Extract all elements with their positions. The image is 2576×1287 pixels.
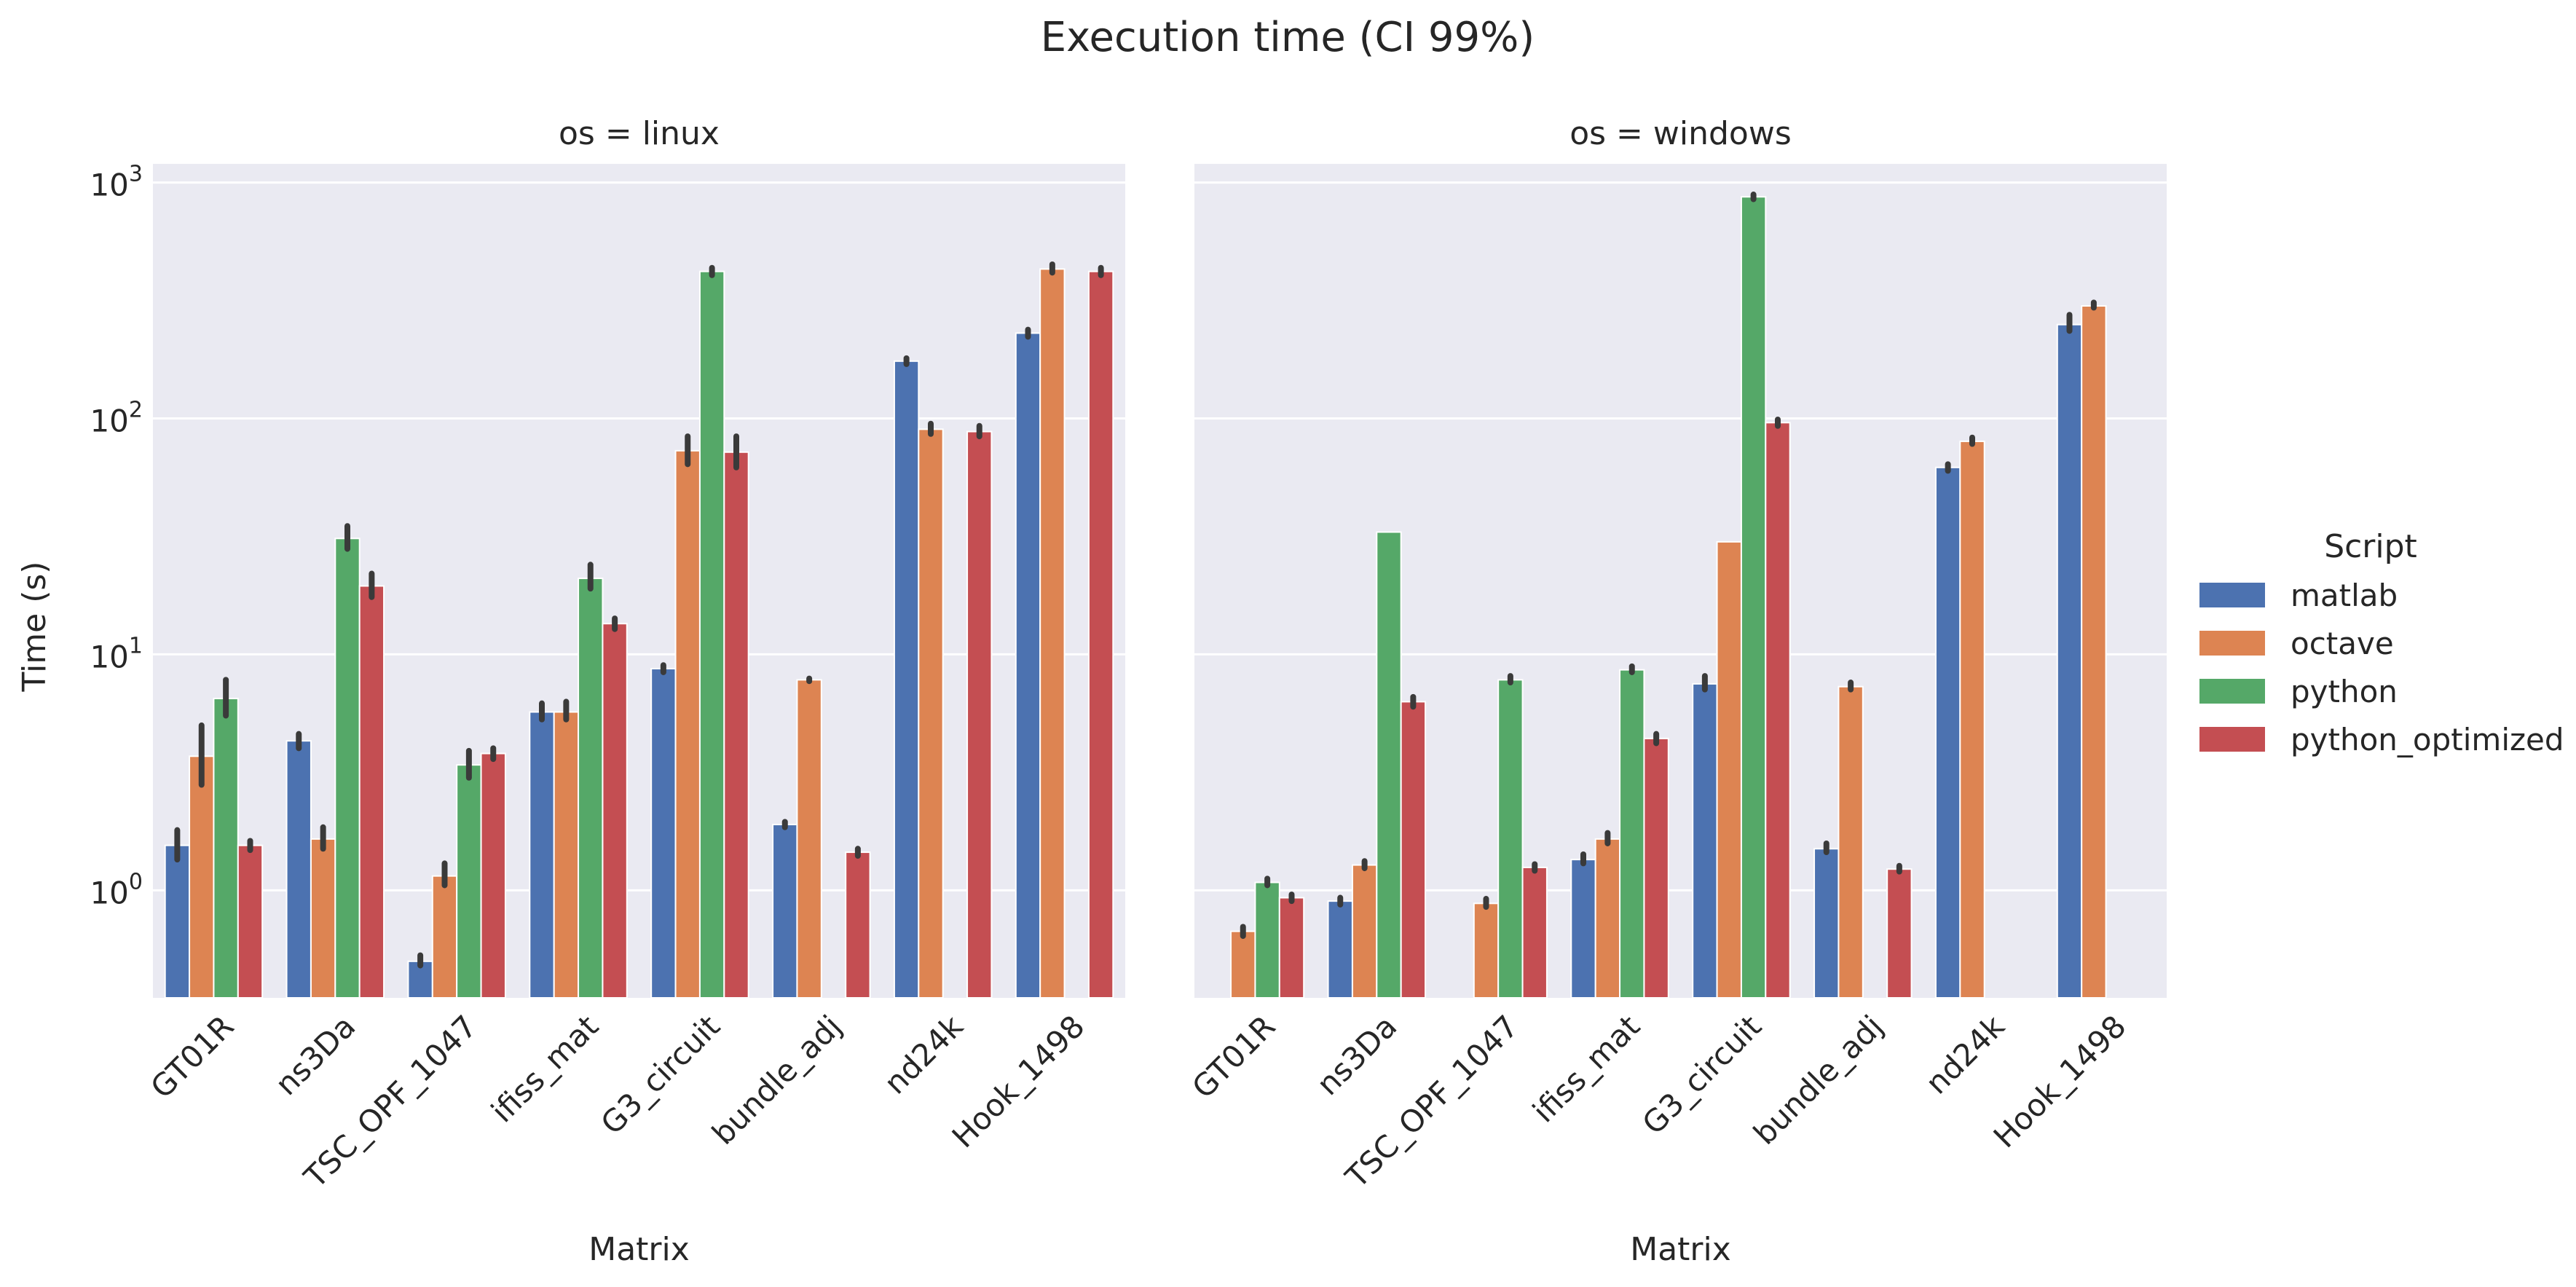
bar-python_optimized bbox=[237, 844, 264, 999]
bar-matlab bbox=[893, 360, 920, 999]
bar-python bbox=[578, 578, 604, 999]
bar-python_optimized bbox=[1278, 897, 1305, 999]
x-tick-label: ns3Da bbox=[1309, 1008, 1403, 1102]
bar-octave bbox=[310, 838, 336, 999]
bar-matlab bbox=[1813, 848, 1840, 999]
legend-swatch-octave bbox=[2199, 631, 2265, 656]
bar-octave bbox=[918, 428, 944, 999]
bar-python_optimized bbox=[602, 623, 628, 999]
x-tick-label: GT01R bbox=[1185, 1008, 1282, 1105]
bar-octave bbox=[2081, 305, 2107, 999]
y-tick-label: 100 bbox=[90, 869, 143, 910]
bar-python_optimized bbox=[845, 851, 871, 999]
bar-python bbox=[1254, 881, 1280, 999]
bar-octave bbox=[1716, 540, 1742, 999]
bar-python_optimized bbox=[1886, 868, 1913, 999]
bar-python bbox=[1497, 679, 1524, 999]
legend-swatch-python bbox=[2199, 679, 2265, 704]
bar-octave bbox=[674, 449, 701, 999]
chart-title: Execution time (CI 99%) bbox=[1041, 14, 1535, 61]
bar-octave bbox=[1473, 902, 1500, 999]
x-axis-label: Matrix bbox=[1630, 1231, 1731, 1268]
legend-label-matlab: matlab bbox=[2291, 578, 2398, 613]
plot-background bbox=[1194, 164, 2167, 998]
bar-octave bbox=[1838, 685, 1864, 999]
x-tick-label: nd24k bbox=[877, 1008, 970, 1101]
x-tick-label: bundle_adj bbox=[1746, 1008, 1890, 1152]
x-axis-label: Matrix bbox=[588, 1231, 690, 1268]
bar-python bbox=[1376, 531, 1402, 999]
legend-label-python_optimized: python_optimized bbox=[2291, 722, 2564, 757]
bar-matlab bbox=[772, 824, 798, 999]
bar-matlab bbox=[1934, 466, 1961, 999]
bar-octave bbox=[1351, 864, 1378, 999]
bar-python_optimized bbox=[1087, 270, 1114, 999]
bar-python_optimized bbox=[358, 585, 385, 999]
y-tick-label: 103 bbox=[90, 162, 143, 203]
bar-matlab bbox=[1570, 859, 1596, 999]
bar-octave bbox=[1959, 440, 1985, 999]
bar-python_optimized bbox=[1521, 866, 1548, 999]
legend-title: Script bbox=[2324, 528, 2417, 565]
bar-python bbox=[456, 764, 482, 999]
bar-matlab bbox=[529, 711, 555, 999]
y-axis-label: Time (s) bbox=[16, 562, 53, 693]
x-tick-label: ifiss_mat bbox=[484, 1008, 605, 1129]
bar-python bbox=[1740, 196, 1767, 999]
legend-label-python: python bbox=[2291, 674, 2398, 709]
bar-octave bbox=[1594, 838, 1621, 999]
bar-python_optimized bbox=[480, 752, 506, 999]
x-tick-label: G3_circuit bbox=[1635, 1008, 1768, 1141]
bar-matlab bbox=[2056, 323, 2083, 999]
facet-title: os = windows bbox=[1569, 115, 1792, 152]
bar-matlab bbox=[1692, 682, 1718, 999]
x-tick-label: Hook_1498 bbox=[1987, 1008, 2133, 1154]
x-tick-label: GT01R bbox=[143, 1008, 240, 1105]
y-tick-label: 101 bbox=[90, 633, 143, 674]
x-tick-label: G3_circuit bbox=[594, 1008, 727, 1141]
bar-matlab bbox=[1327, 900, 1353, 999]
facet-title: os = linux bbox=[559, 115, 720, 152]
x-tick-label: Hook_1498 bbox=[945, 1008, 1092, 1154]
bar-matlab bbox=[285, 740, 312, 999]
bar-matlab bbox=[650, 668, 677, 999]
legend-swatch-python_optimized bbox=[2199, 727, 2265, 752]
bar-python bbox=[1619, 669, 1645, 999]
bar-python bbox=[213, 698, 239, 999]
legend-label-octave: octave bbox=[2291, 626, 2394, 661]
bar-matlab bbox=[164, 844, 191, 999]
bar-octave bbox=[796, 679, 822, 999]
legend: Script matlab octave python python_optimize… bbox=[2199, 528, 2564, 757]
y-tick-label: 102 bbox=[90, 398, 143, 439]
bar-python_optimized bbox=[1400, 701, 1427, 999]
x-tick-label: bundle_adj bbox=[705, 1008, 848, 1152]
bar-python_optimized bbox=[966, 430, 993, 999]
bar-octave bbox=[1039, 268, 1066, 999]
bar-octave bbox=[189, 755, 215, 999]
bar-python bbox=[334, 538, 361, 999]
legend-swatch-matlab bbox=[2199, 583, 2265, 607]
bar-python bbox=[698, 270, 725, 999]
bar-octave bbox=[431, 875, 458, 999]
x-tick-label: nd24k bbox=[1918, 1008, 2012, 1101]
bar-python_optimized bbox=[723, 451, 749, 999]
bar-python_optimized bbox=[1765, 422, 1791, 999]
x-tick-label: ns3Da bbox=[268, 1008, 362, 1102]
bar-octave bbox=[1230, 930, 1256, 999]
bar-matlab bbox=[1015, 332, 1041, 999]
x-tick-label: ifiss_mat bbox=[1526, 1008, 1647, 1129]
bar-octave bbox=[553, 711, 580, 999]
bar-python_optimized bbox=[1643, 737, 1669, 999]
